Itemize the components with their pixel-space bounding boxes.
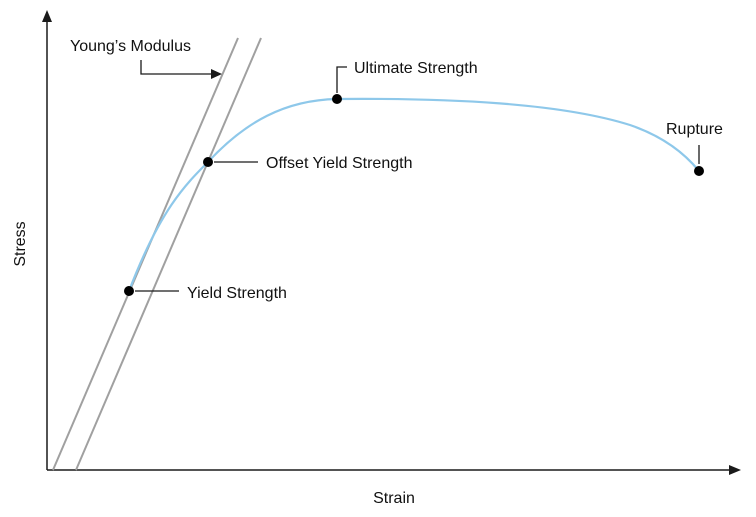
rupture-point xyxy=(694,166,704,176)
ultimate-strength-leader xyxy=(336,66,347,93)
offset-yield-strength-point xyxy=(203,157,213,167)
y-axis-arrowhead xyxy=(42,10,52,22)
x-axis-label: Strain xyxy=(373,490,415,507)
ultimate-strength-point xyxy=(332,94,342,104)
youngs-modulus-arrowhead xyxy=(211,69,222,79)
x-axis-arrowhead xyxy=(729,465,741,475)
offset-yield-strength-label: Offset Yield Strength xyxy=(266,155,412,172)
yield-strength-label: Yield Strength xyxy=(187,285,287,302)
y-axis-label: Stress xyxy=(12,221,29,266)
offset-line xyxy=(75,37,262,471)
youngs-modulus-label: Young’s Modulus xyxy=(70,38,191,55)
youngs-modulus-arrow xyxy=(140,60,212,75)
rupture-label: Rupture xyxy=(666,121,723,138)
yield-strength-point xyxy=(124,286,134,296)
ultimate-strength-label: Ultimate Strength xyxy=(354,60,478,77)
stress-strain-curve xyxy=(127,97,700,292)
